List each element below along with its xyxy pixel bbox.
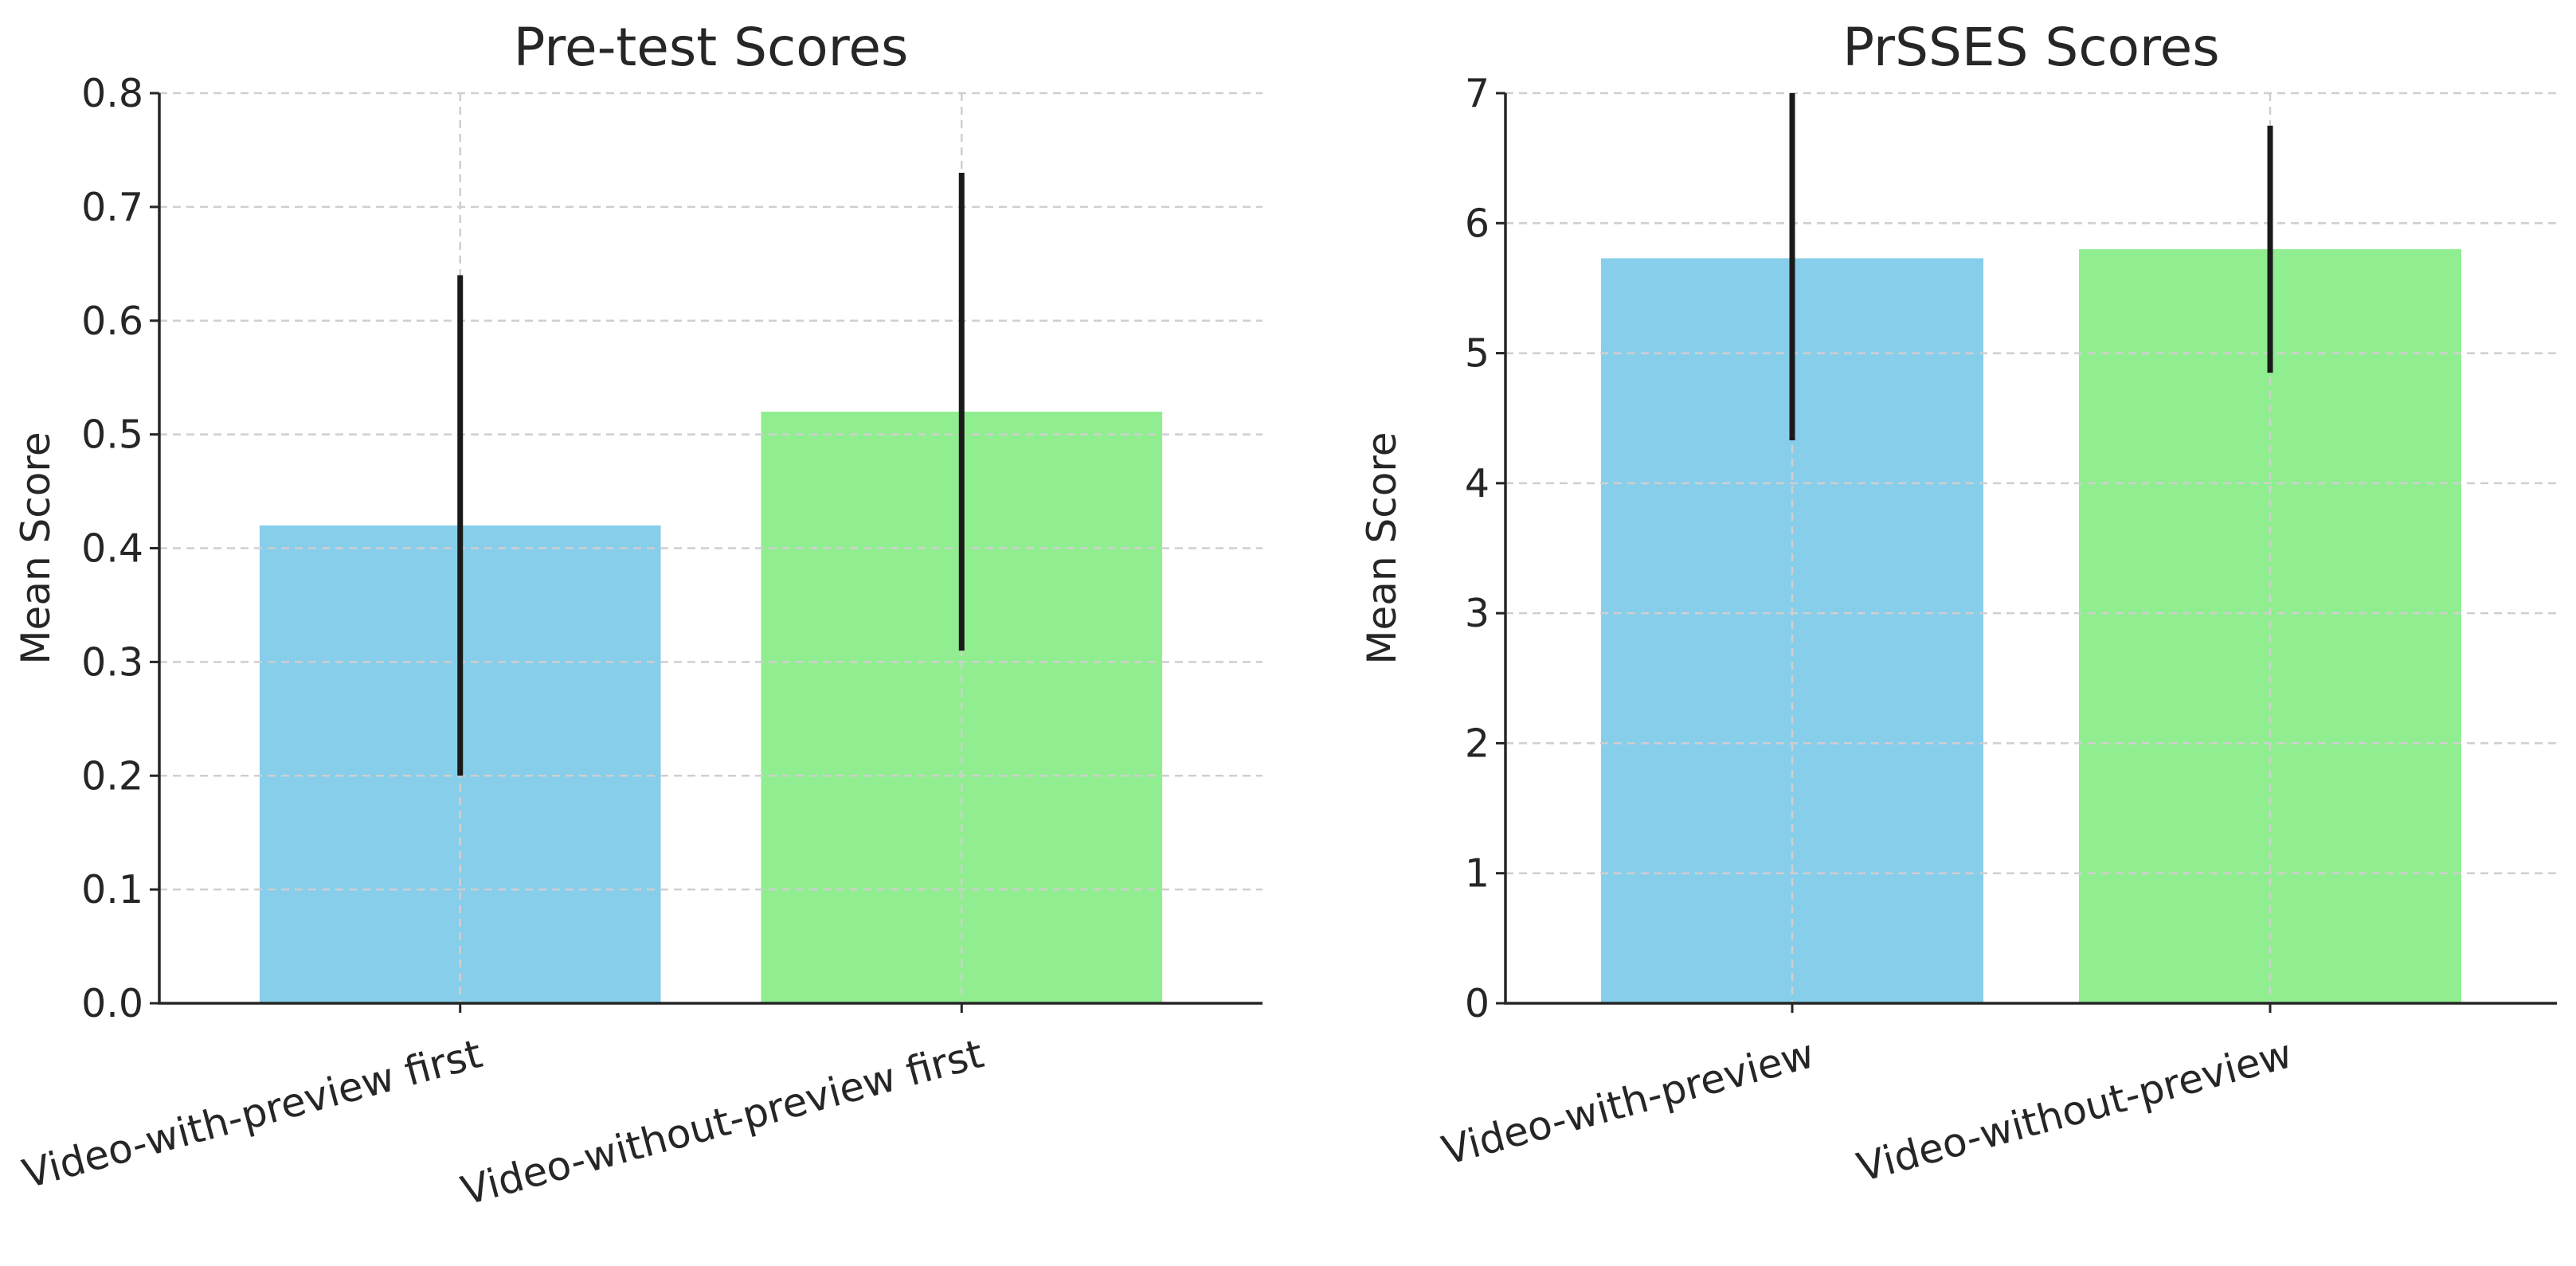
category-label: Video-with-preview (1438, 1030, 1819, 1174)
y-tick-label: 0.7 (81, 185, 143, 230)
y-tick-label: 0.5 (81, 412, 143, 458)
pretest-chart: 0.0 0.1 0.2 0.3 0.4 0.5 0.6 0.7 0.8 Video-with-pr… (13, 17, 1263, 1214)
y-tick-label: 0.6 (81, 299, 143, 344)
y-tick-label: 0 (1465, 981, 1490, 1026)
y-tick-label: 0.3 (81, 639, 143, 685)
y-tick-label: 4 (1465, 461, 1490, 506)
y-tick-label: 0.8 (81, 71, 143, 116)
category-label: Video-without-preview first (456, 1030, 989, 1214)
y-tick-label: 0.0 (81, 981, 143, 1026)
prsses-chart: 0 1 2 3 4 5 6 7 Video-with-preview Video-without-… (1359, 17, 2557, 1191)
y-tick-label: 0.2 (81, 753, 143, 799)
y-tick-label: 7 (1465, 71, 1490, 116)
y-tick-label: 0.1 (81, 867, 143, 912)
chart-title: PrSSES Scores (1842, 17, 2219, 78)
category-label: Video-with-preview first (18, 1030, 487, 1198)
y-axis-label: Mean Score (1359, 432, 1405, 664)
y-tick-label: 1 (1465, 851, 1490, 897)
y-tick-label: 3 (1465, 591, 1490, 636)
y-axis-label: Mean Score (13, 432, 59, 664)
y-tick-label: 5 (1465, 331, 1490, 377)
y-tick-label: 2 (1465, 721, 1490, 766)
y-tick-label: 6 (1465, 201, 1490, 246)
y-tick-label: 0.4 (81, 526, 143, 572)
chart-title: Pre-test Scores (514, 17, 909, 78)
category-label: Video-without-preview (1852, 1030, 2296, 1191)
